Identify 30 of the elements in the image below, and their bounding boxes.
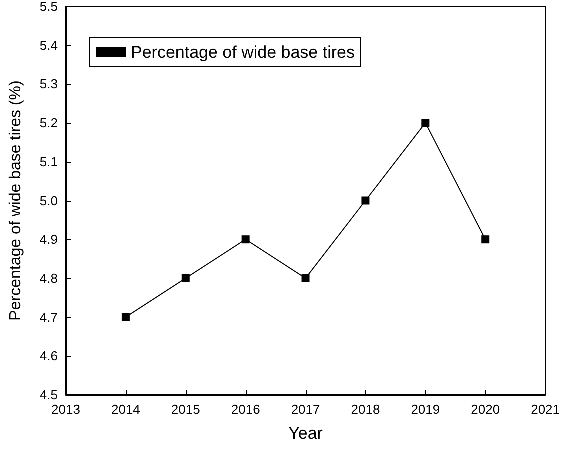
y-axis-title: Percentage of wide base tires (%) (8, 80, 24, 321)
x-axis-title: Year (288, 424, 324, 443)
x-tick-label: 2021 (531, 402, 560, 417)
legend-label: Percentage of wide base tires (131, 43, 355, 62)
x-tick-label: 2014 (111, 402, 140, 417)
x-tick-label: 2016 (231, 402, 260, 417)
point (122, 313, 130, 322)
y-tick-label: 4.9 (40, 232, 58, 248)
x-tick-label: 2015 (171, 402, 200, 417)
y-tick-label: 4.5 (40, 388, 58, 402)
y-tick-label: 5.1 (40, 154, 58, 170)
x-tick-label: 2018 (351, 402, 380, 417)
point (182, 274, 190, 282)
point (422, 119, 430, 128)
point (362, 196, 370, 205)
x-tick-label: 2019 (411, 402, 440, 417)
point (302, 274, 310, 282)
y-tick-label: 5.3 (40, 76, 58, 92)
y-tick-label: 5.0 (40, 193, 58, 208)
y-tick-label: 4.6 (40, 348, 58, 364)
x-tick-label: 2020 (471, 402, 500, 417)
x-tick-label: 2017 (291, 402, 320, 417)
y-tick-label: 4.8 (40, 270, 58, 286)
y-tick-label: 5.5 (40, 0, 58, 14)
y-tick-label: 4.7 (40, 310, 58, 325)
y-tick-label: 5.4 (40, 38, 58, 53)
point (482, 236, 490, 244)
x-tick-label: 2013 (52, 402, 80, 417)
y-tick-label: 5.2 (40, 116, 58, 131)
point (242, 236, 250, 244)
